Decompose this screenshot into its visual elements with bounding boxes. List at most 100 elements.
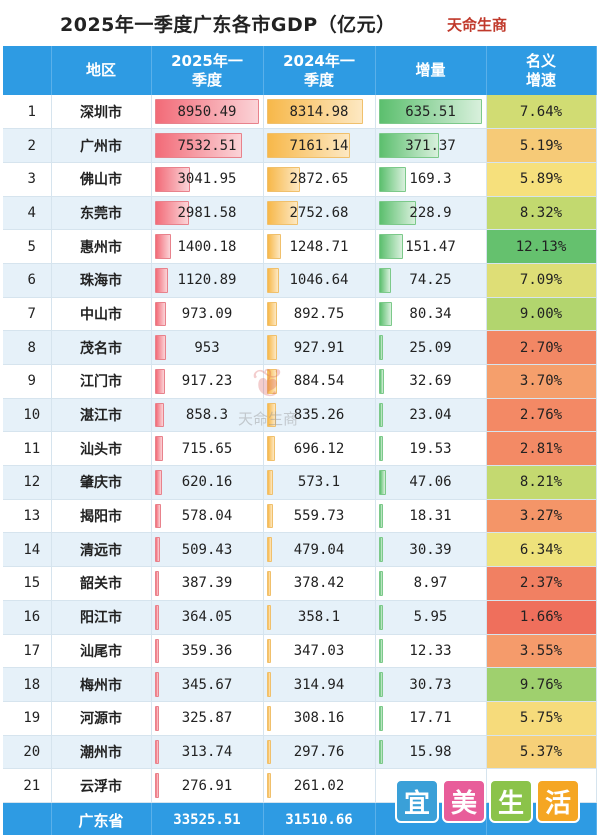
table-row: 10 湛江市 858.3 835.26 23.04 2.76% [3,398,597,433]
gdp2025-bar [154,773,159,798]
brand-label: 天命生商 [447,16,508,34]
gdp2024-cell: 358.1 [263,600,376,635]
growth-cell: 2.70% [486,330,597,365]
stamp-char: 美 [442,779,486,823]
total-label: 广东省 [51,802,152,835]
table-row: 16 阳江市 364.05 358.1 5.95 1.66% [3,600,597,635]
gdp2024-bar [266,604,271,630]
gdp2024-cell: 2872.65 [263,162,376,197]
city-cell: 惠州市 [51,229,152,264]
increase-cell: 151.47 [375,229,487,264]
growth-cell: 12.13% [486,229,597,264]
gdp2025-value: 715.65 [181,440,233,457]
growth-cell: 5.75% [486,701,597,736]
table-row: 13 揭阳市 578.04 559.73 18.31 3.27% [3,499,597,534]
increase-value: 15.98 [409,743,452,760]
growth-cell: 2.37% [486,566,597,601]
increase-cell: 47.06 [375,465,487,500]
growth-cell: 9.00% [486,297,597,332]
gdp2025-cell: 364.05 [151,600,264,635]
increase-bar [378,537,384,563]
gdp2025-bar [154,638,159,664]
increase-value: 12.33 [409,642,452,659]
increase-cell: 19.53 [375,431,487,467]
city-cell: 阳江市 [51,600,152,635]
increase-cell: 30.39 [375,532,487,568]
gdp2024-bar [266,705,271,731]
gdp2024-bar [266,638,271,664]
increase-bar [378,705,383,731]
gdp2024-value: 8314.98 [289,103,349,120]
gdp2024-bar [266,99,364,125]
gdp2025-cell: 276.91 [151,768,264,803]
growth-cell: 5.89% [486,162,597,197]
gdp2025-bar [154,133,243,158]
rank-cell: 14 [3,532,52,568]
increase-bar [378,99,482,125]
gdp2025-cell: 1120.89 [151,263,264,298]
rank-cell: 15 [3,566,52,601]
gdp2024-value: 297.76 [293,743,345,760]
rank-cell: 11 [3,431,52,467]
rank-cell: 2 [3,128,52,163]
gdp2024-bar [266,503,273,529]
table-row: 8 茂名市 953 927.91 25.09 2.70% [3,330,597,365]
increase-value: 32.69 [409,373,452,390]
increase-bar [378,369,384,394]
gdp2024-bar [266,672,271,697]
gdp2024-bar [266,773,271,798]
gdp2024-value: 479.04 [293,541,345,558]
city-cell: 汕头市 [51,431,152,467]
gdp2024-value: 884.54 [293,373,345,390]
gdp2024-cell: 884.54 [263,364,376,399]
total-gdp2025: 33525.51 [151,802,264,835]
gdp2025-value: 7532.51 [177,137,237,154]
gdp2025-cell: 509.43 [151,532,264,568]
gdp2025-bar [154,166,190,192]
gdp2024-cell: 8314.98 [263,95,376,130]
gdp2025-bar [154,604,159,630]
growth-cell: 9.76% [486,667,597,702]
gdp2024-bar [266,234,281,259]
header-2024: 2024年一季度 [263,46,376,95]
city-cell: 广州市 [51,128,152,163]
increase-cell: 80.34 [375,297,487,332]
rank-cell: 20 [3,735,52,770]
gdp2024-bar [266,133,350,158]
gdp2024-cell: 2752.68 [263,196,376,231]
rank-cell: 9 [3,364,52,399]
gdp2025-value: 973.09 [181,305,233,322]
rank-cell: 19 [3,701,52,736]
growth-cell: 3.55% [486,634,597,669]
growth-cell: 3.70% [486,364,597,399]
increase-bar [378,503,383,529]
chart-title: 2025年一季度广东各市GDP（亿元） [60,14,396,36]
table-row: 3 佛山市 3041.95 2872.65 169.3 5.89% [3,162,597,197]
gdp2024-value: 559.73 [293,508,345,525]
gdp2024-bar [266,436,275,462]
gdp2025-bar [154,571,159,596]
gdp2025-value: 359.36 [181,642,233,659]
gdp2025-cell: 973.09 [151,297,264,332]
growth-cell: 3.27% [486,499,597,534]
gdp2025-bar [154,705,159,731]
header-row: 地区 2025年一季度 2024年一季度 增量 名义增速 [3,46,597,95]
city-cell: 清远市 [51,532,152,568]
gdp2025-bar [154,267,168,293]
gdp2024-value: 1046.64 [289,272,349,289]
city-cell: 揭阳市 [51,499,152,534]
rank-cell: 7 [3,297,52,332]
gdp2025-cell: 578.04 [151,499,264,534]
gdp2024-bar [266,571,271,596]
gdp2025-bar [154,335,166,360]
increase-value: 30.73 [409,676,452,693]
gdp2025-bar [154,503,162,529]
increase-value: 18.31 [409,508,452,525]
increase-value: 74.25 [409,272,452,289]
city-cell: 云浮市 [51,768,152,803]
rank-cell: 13 [3,499,52,534]
rank-cell: 18 [3,667,52,702]
rank-cell: 12 [3,465,52,500]
city-cell: 湛江市 [51,398,152,433]
stamp-char: 宜 [395,779,439,823]
